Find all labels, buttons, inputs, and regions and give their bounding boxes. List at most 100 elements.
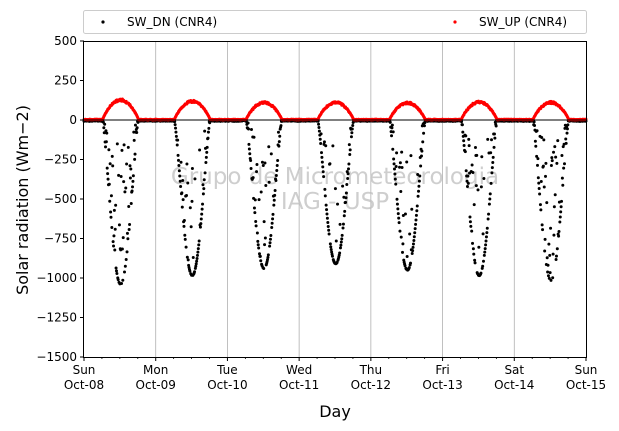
- sw-dn-point: [188, 269, 192, 273]
- sw-dn-point: [264, 183, 268, 187]
- sw-dn-point: [489, 151, 493, 155]
- sw-dn-point: [390, 134, 394, 138]
- sw-dn-point: [484, 235, 488, 239]
- sw-dn-point: [195, 256, 199, 260]
- sw-dn-point: [467, 144, 471, 148]
- sw-dn-point: [124, 186, 128, 190]
- sw-dn-point: [461, 130, 465, 134]
- sw-dn-point: [549, 226, 553, 230]
- sw-dn-point: [199, 217, 203, 221]
- sw-dn-point: [113, 248, 117, 252]
- sw-dn-point: [105, 166, 109, 170]
- sw-dn-point: [336, 202, 340, 206]
- sw-dn-point: [124, 257, 128, 261]
- sw-dn-point: [246, 121, 250, 125]
- sw-dn-point: [324, 203, 328, 207]
- x-tick-label-date: Oct-13: [422, 378, 462, 392]
- sw-dn-point: [322, 140, 326, 144]
- sw-dn-point: [559, 210, 563, 214]
- sw-dn-point: [475, 153, 479, 157]
- sw-dn-point: [398, 229, 402, 233]
- sw-dn-point: [341, 222, 345, 226]
- sw-dn-point: [338, 251, 342, 255]
- sw-dn-point: [247, 127, 251, 131]
- sw-dn-point: [323, 194, 327, 198]
- sw-dn-point: [131, 174, 135, 178]
- sw-dn-point: [485, 226, 489, 230]
- y-tick-label: 250: [54, 74, 77, 88]
- sw-dn-point: [473, 258, 477, 262]
- sw-dn-point: [109, 215, 113, 219]
- sw-dn-point: [106, 177, 110, 181]
- sw-dn-point: [174, 130, 178, 134]
- sw-dn-point: [323, 187, 327, 191]
- sw-dn-point: [182, 224, 186, 228]
- sw-dn-point: [330, 250, 334, 254]
- sw-dn-point: [252, 206, 256, 210]
- sw-dn-point: [469, 224, 473, 228]
- x-axis: SunOct-08MonOct-09TueOct-10WedOct-11ThuO…: [64, 357, 606, 392]
- sw-dn-point: [268, 241, 272, 245]
- sw-dn-point: [271, 212, 275, 216]
- x-axis-title: Day: [319, 402, 351, 421]
- sw-dn-point: [206, 136, 210, 140]
- sw-dn-point: [492, 132, 496, 136]
- sw-dn-point: [460, 123, 464, 127]
- sw-dn-point: [177, 164, 181, 168]
- sw-dn-point: [535, 154, 539, 158]
- sw-dn-point: [476, 188, 480, 192]
- sw-dn-point: [481, 264, 485, 268]
- sw-dn-point: [190, 199, 194, 203]
- sw-dn-point: [416, 194, 420, 198]
- sw-dn-point: [110, 154, 114, 158]
- sw-dn-point: [257, 252, 261, 256]
- sw-dn-point: [346, 172, 350, 176]
- sw-dn-point: [317, 129, 321, 133]
- sw-dn-point: [537, 187, 541, 191]
- legend-label-sw-up: SW_UP (CNR4): [479, 15, 567, 29]
- sw-dn-point: [407, 266, 411, 270]
- sw-dn-point: [320, 151, 323, 155]
- sw-dn-point: [538, 203, 542, 207]
- sw-dn-point: [542, 138, 546, 142]
- sw-dn-point: [388, 120, 392, 124]
- sw-dn-point: [341, 184, 345, 188]
- sw-dn-point: [256, 239, 260, 243]
- sw-dn-point: [564, 137, 568, 141]
- x-tick-label-day: Tue: [216, 363, 238, 377]
- sw-dn-point: [490, 171, 494, 175]
- sw-dn-point: [120, 282, 124, 286]
- sw-dn-point: [203, 129, 207, 133]
- sw-dn-point: [254, 220, 258, 224]
- sw-dn-point: [561, 145, 565, 149]
- sw-dn-point: [533, 123, 537, 127]
- sw-dn-point: [401, 242, 405, 246]
- sw-dn-point: [112, 208, 116, 212]
- sw-dn-point: [180, 205, 184, 209]
- sw-dn-point: [274, 173, 278, 177]
- sw-dn-point: [408, 232, 412, 236]
- sw-dn-point: [103, 122, 107, 126]
- sw-dn-point: [104, 140, 108, 144]
- sw-dn-point: [125, 162, 129, 166]
- sw-dn-point: [333, 187, 337, 191]
- sw-dn-point: [420, 149, 424, 153]
- sw-dn-point: [114, 203, 118, 207]
- y-tick-label: −1500: [36, 350, 77, 364]
- sw-dn-point: [397, 216, 401, 220]
- sw-dn-point: [255, 231, 259, 235]
- sw-dn-point: [559, 205, 563, 209]
- sw-dn-point: [548, 253, 552, 257]
- sw-dn-point: [275, 163, 279, 167]
- sw-dn-point: [129, 201, 133, 205]
- sw-dn-point: [411, 245, 415, 249]
- watermark-line-1: Grupo de Micrometeorologia: [171, 164, 499, 190]
- sw-dn-point: [546, 270, 550, 274]
- sw-dn-point: [274, 178, 278, 182]
- sw-dn-point: [413, 231, 417, 235]
- sw-dn-point: [114, 269, 118, 273]
- sw-dn-point: [126, 237, 130, 241]
- sw-dn-point: [465, 185, 469, 189]
- sw-dn-point: [190, 167, 194, 171]
- sw-dn-point: [419, 154, 423, 158]
